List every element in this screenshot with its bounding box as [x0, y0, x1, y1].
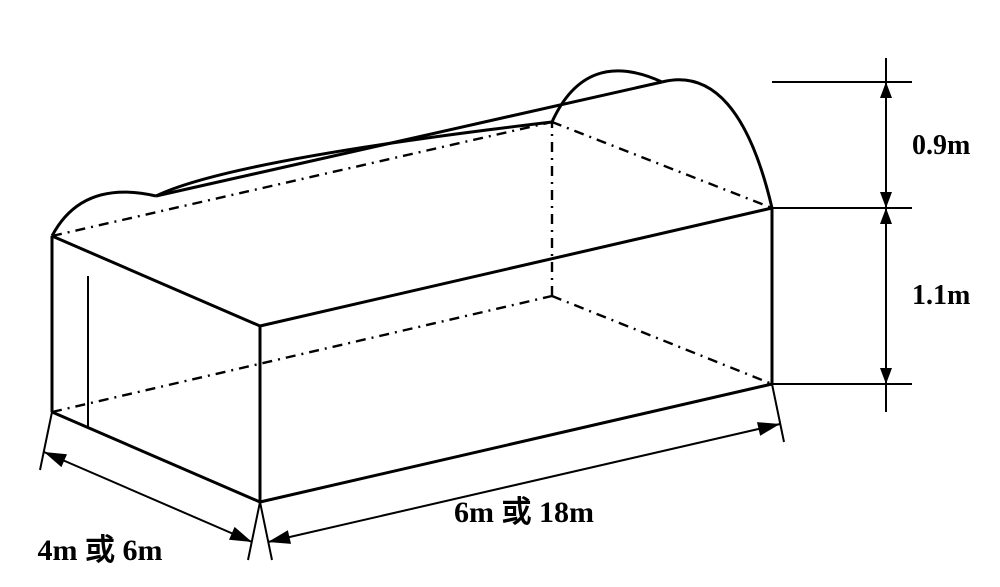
length-ext-b	[772, 384, 784, 442]
edge-left-bottom	[52, 296, 552, 412]
height_top-label: 0.9m	[912, 130, 970, 161]
arc-rear-right	[662, 80, 772, 208]
arrowhead	[880, 208, 892, 224]
length-label: 6m 或 18m	[454, 496, 594, 529]
width-ext-a	[40, 412, 52, 470]
length-ext-a	[260, 502, 272, 560]
edge-back-bottom	[552, 296, 772, 384]
edge-front-top	[52, 236, 260, 326]
edge-front-bottom	[52, 412, 260, 502]
width-line	[44, 452, 252, 542]
arrowhead	[880, 368, 892, 384]
edge-right-top	[260, 208, 772, 326]
edge-left-top	[52, 122, 552, 236]
arrowhead	[44, 452, 67, 467]
width-ext-b	[248, 502, 260, 560]
arc-front-left	[52, 192, 156, 236]
arrowhead	[880, 82, 892, 98]
arc-front-right	[156, 122, 552, 196]
edge-back-top	[552, 122, 772, 208]
arrowhead	[880, 192, 892, 208]
arrowhead	[268, 530, 291, 544]
diagram-svg: 0.9m 1.1m 6m 或 18m 4m 或 6m	[0, 0, 1000, 587]
arrowhead	[757, 422, 780, 436]
height_bottom-label: 1.1m	[912, 280, 970, 311]
width-label: 4m 或 6m	[38, 534, 163, 567]
arrowhead	[229, 527, 252, 542]
ridge-line	[156, 82, 662, 196]
arc-rear-left	[552, 71, 662, 122]
